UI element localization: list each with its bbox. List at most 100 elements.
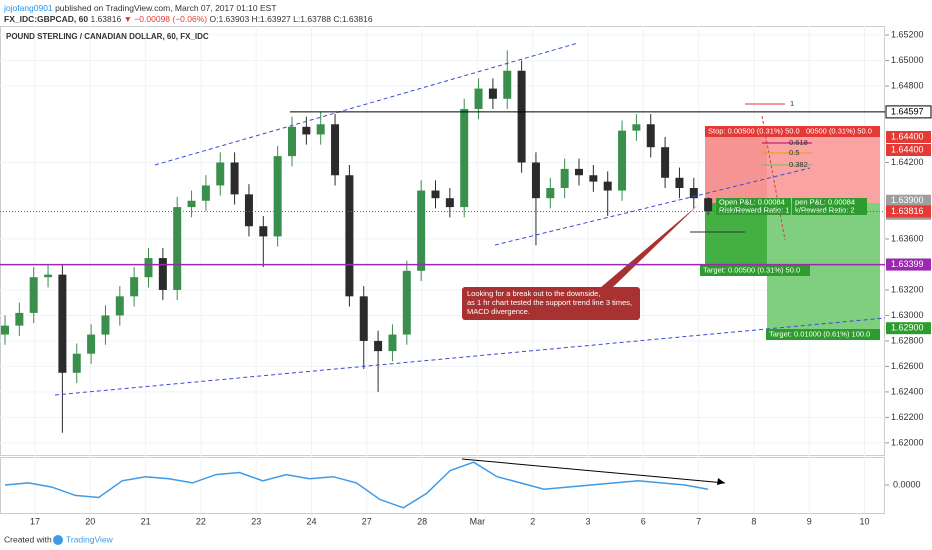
price-label: 1.64400 bbox=[891, 131, 924, 141]
candle-body bbox=[201, 185, 210, 201]
y-tick-label: 1.62400 bbox=[891, 386, 924, 396]
candle-body bbox=[173, 207, 182, 290]
stop-label: Stop: 0.00500 (0.31%) 50.0 bbox=[708, 126, 800, 135]
candle-body bbox=[474, 88, 483, 109]
price-label-box bbox=[886, 131, 931, 144]
x-tick-label: 23 bbox=[251, 516, 261, 526]
target-box bbox=[766, 329, 880, 340]
candle-body bbox=[130, 277, 139, 297]
candle-body bbox=[316, 124, 325, 135]
candle-body bbox=[101, 315, 110, 335]
candle-body bbox=[704, 198, 713, 212]
candle-body bbox=[29, 277, 38, 313]
y-tick-label: 1.62600 bbox=[891, 361, 924, 371]
pnl-box bbox=[716, 198, 791, 215]
candle-body bbox=[560, 168, 569, 188]
callout bbox=[462, 287, 640, 320]
price-label: 1.64597 bbox=[891, 106, 924, 116]
x-tick-label: 22 bbox=[196, 516, 206, 526]
candle-body bbox=[187, 200, 196, 208]
footer-created: Created with bbox=[4, 534, 52, 544]
chart-title: POUND STERLING / CANADIAN DOLLAR, 60, FX… bbox=[6, 32, 209, 41]
candle-body bbox=[87, 334, 96, 354]
y-tick-label: 1.64200 bbox=[891, 157, 924, 167]
x-tick-label: 21 bbox=[141, 516, 151, 526]
callout-text: MACD divergence. bbox=[467, 307, 530, 316]
x-tick-label: Mar bbox=[470, 516, 486, 526]
macd-pane bbox=[0, 457, 885, 514]
fib-label: 0.382 bbox=[789, 160, 808, 169]
candle-body bbox=[531, 162, 540, 199]
rr-label: Risk/Reward Ratio: 1 bbox=[719, 205, 789, 214]
candle-body bbox=[244, 194, 253, 227]
candle-body bbox=[115, 296, 124, 316]
price-label-box bbox=[886, 205, 931, 218]
change: ▼ −0.00098 (−0.06%) bbox=[123, 14, 208, 24]
candle-body bbox=[288, 126, 296, 157]
x-tick-label: 27 bbox=[362, 516, 372, 526]
symbol-line: FX_IDC:GBPCAD, 60 1.63816 ▼ −0.00098 (−0… bbox=[4, 14, 373, 25]
candle-body bbox=[603, 181, 612, 191]
y-tick-label: 1.64800 bbox=[891, 80, 924, 90]
candle-body bbox=[230, 162, 239, 195]
candle-body bbox=[646, 124, 655, 148]
x-tick-label: 8 bbox=[751, 516, 756, 526]
fib-label: 0.5 bbox=[789, 148, 799, 157]
y-tick-label: 1.63600 bbox=[891, 233, 924, 243]
candle-body bbox=[575, 168, 583, 176]
header: jojofang0901 published on TradingView.co… bbox=[4, 3, 373, 25]
x-tick-label: 17 bbox=[30, 516, 40, 526]
y-tick-label: 1.65000 bbox=[891, 55, 924, 65]
price-label-box bbox=[885, 105, 932, 119]
candle-body bbox=[503, 70, 512, 99]
target-label: Target: 0.01000 (0.61%) 100.0 bbox=[769, 329, 870, 338]
candle-body bbox=[144, 258, 153, 278]
candle-body bbox=[445, 198, 454, 208]
candle-body bbox=[675, 177, 684, 188]
price-label: 1.63399 bbox=[891, 259, 924, 269]
candle-body bbox=[216, 162, 225, 186]
macd-line bbox=[4, 461, 709, 509]
candle-body bbox=[44, 274, 53, 278]
price-label: 1.64400 bbox=[891, 144, 924, 154]
x-tick-label: 7 bbox=[696, 516, 701, 526]
candle-body bbox=[488, 88, 497, 99]
stop-label: 00500 (0.31%) 50.0 bbox=[806, 126, 872, 135]
candle-body bbox=[417, 190, 426, 271]
x-tick-label: 2 bbox=[530, 516, 535, 526]
candle-body bbox=[374, 340, 383, 352]
candle-body bbox=[72, 353, 81, 373]
price-label: 1.62900 bbox=[891, 323, 924, 333]
candle-body bbox=[632, 124, 641, 131]
candle-body bbox=[402, 270, 411, 335]
author[interactable]: jojofang0901 bbox=[4, 3, 53, 13]
trend-line bbox=[494, 167, 811, 246]
candle-body bbox=[388, 334, 397, 352]
candle-body bbox=[58, 274, 67, 373]
publish-line: jojofang0901 published on TradingView.co… bbox=[4, 3, 373, 14]
trend-line bbox=[154, 42, 579, 166]
candle-body bbox=[618, 130, 627, 191]
callout-text: as 1 hr chart tested the support trend l… bbox=[467, 298, 632, 307]
macd-tick-label: 0.0000 bbox=[893, 479, 921, 489]
symbol: FX_IDC:GBPCAD, 60 bbox=[4, 14, 89, 24]
x-tick-label: 10 bbox=[859, 516, 869, 526]
candle-body bbox=[259, 226, 268, 237]
divergence-arrow bbox=[461, 458, 726, 484]
arrow-head bbox=[717, 478, 725, 485]
pnl-label: Open P&L: 0.00084 bbox=[719, 197, 785, 206]
price-pane bbox=[0, 26, 885, 456]
trend-line bbox=[54, 317, 886, 396]
candle-body bbox=[345, 175, 354, 297]
price-label: 1.63900 bbox=[891, 195, 924, 205]
candles bbox=[1, 50, 713, 433]
x-tick-label: 6 bbox=[641, 516, 646, 526]
ohlc: O:1.63903 H:1.63927 L:1.63788 C:1.63816 bbox=[209, 14, 373, 24]
footer-brand[interactable]: TradingView bbox=[66, 534, 114, 544]
candle-body bbox=[302, 126, 311, 135]
price-label-box bbox=[886, 194, 931, 207]
price-label-box bbox=[886, 258, 931, 271]
candle-body bbox=[661, 147, 670, 178]
